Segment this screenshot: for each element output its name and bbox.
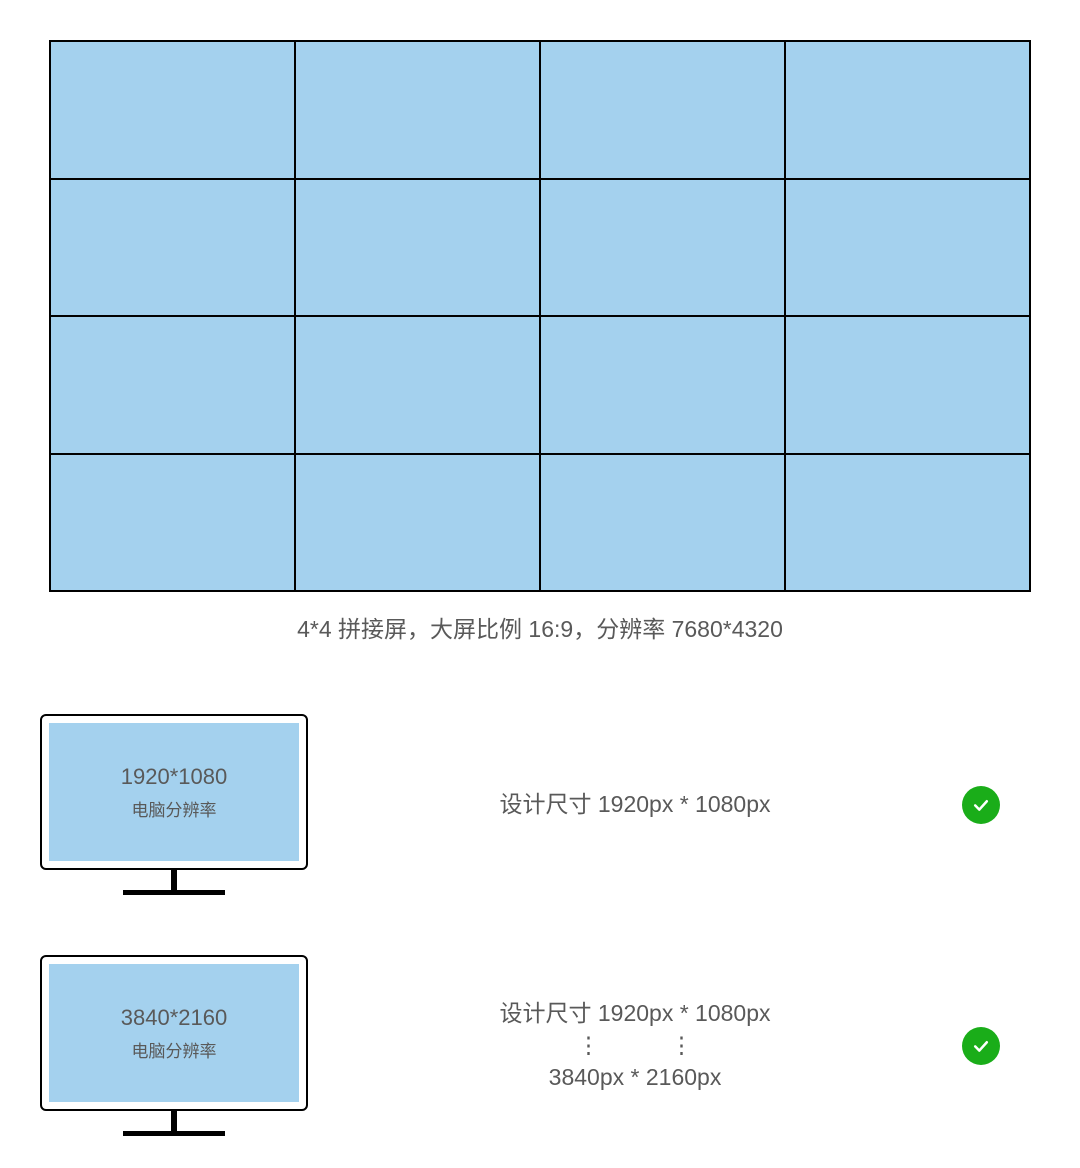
ellipsis-icon: ⋮⋮ bbox=[328, 1032, 942, 1060]
grid-cell bbox=[785, 179, 1030, 317]
grid-cell bbox=[295, 179, 540, 317]
grid-cell bbox=[295, 454, 540, 592]
grid-cell bbox=[540, 454, 785, 592]
monitor-label: 电脑分辨率 bbox=[132, 1037, 217, 1062]
grid-cell bbox=[50, 316, 295, 454]
design-size-text: 设计尺寸 1920px * 1080px bbox=[308, 786, 962, 823]
grid-cell bbox=[50, 41, 295, 179]
grid-cell bbox=[295, 316, 540, 454]
grid-cell bbox=[295, 41, 540, 179]
monitor-icon: 3840*2160 电脑分辨率 bbox=[40, 955, 308, 1136]
monitor-resolution: 3840*2160 bbox=[121, 1005, 227, 1031]
design-size-text: 设计尺寸 1920px * 1080px⋮⋮3840px * 2160px bbox=[308, 995, 962, 1096]
resolution-rows: 1920*1080 电脑分辨率 设计尺寸 1920px * 1080px 3840*2… bbox=[40, 714, 1040, 1136]
grid-cell bbox=[540, 179, 785, 317]
resolution-row: 1920*1080 电脑分辨率 设计尺寸 1920px * 1080px bbox=[40, 714, 1040, 895]
monitor-icon: 1920*1080 电脑分辨率 bbox=[40, 714, 308, 895]
video-wall-grid bbox=[49, 40, 1031, 592]
grid-cell bbox=[50, 454, 295, 592]
monitor-label: 电脑分辨率 bbox=[132, 796, 217, 821]
grid-cell bbox=[50, 179, 295, 317]
grid-cell bbox=[785, 316, 1030, 454]
resolution-row: 3840*2160 电脑分辨率 设计尺寸 1920px * 1080px⋮⋮3840… bbox=[40, 955, 1040, 1136]
grid-cell bbox=[540, 316, 785, 454]
monitor-resolution: 1920*1080 bbox=[121, 764, 227, 790]
check-circle-icon bbox=[962, 1027, 1000, 1065]
grid-cell bbox=[540, 41, 785, 179]
grid-cell bbox=[785, 41, 1030, 179]
grid-caption: 4*4 拼接屏，大屏比例 16:9，分辨率 7680*4320 bbox=[40, 610, 1040, 644]
grid-cell bbox=[785, 454, 1030, 592]
check-circle-icon bbox=[962, 786, 1000, 824]
